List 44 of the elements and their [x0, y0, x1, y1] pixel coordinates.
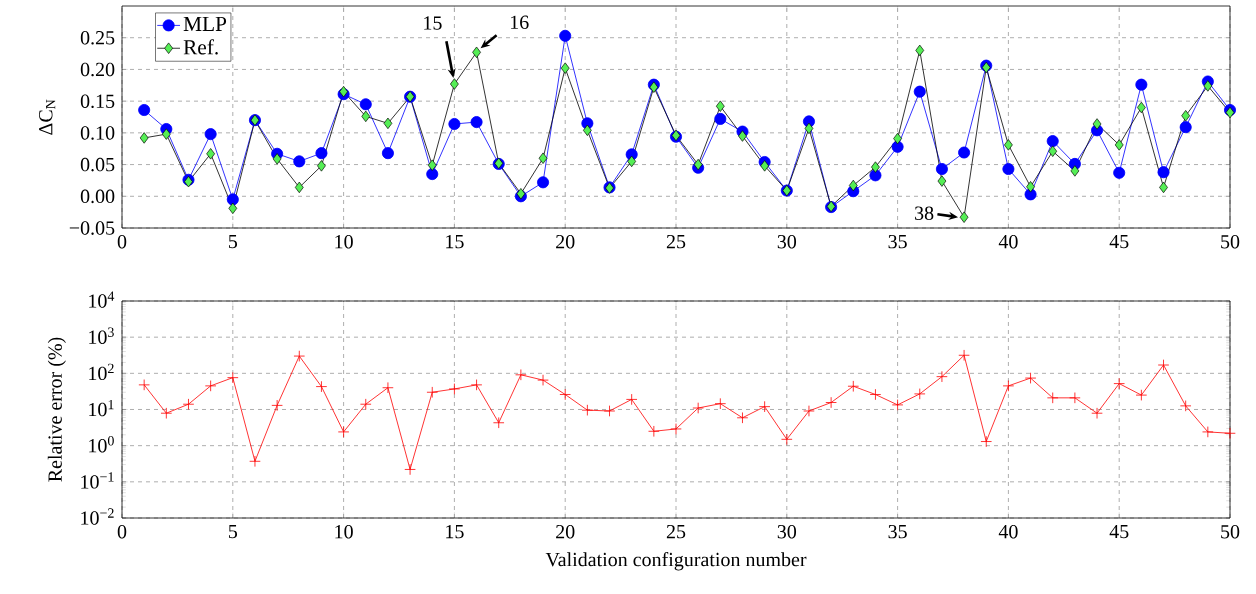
y-axis-title: ΔC$_{N}$	[39, 99, 56, 135]
y-tick-label: 0.05	[80, 157, 115, 172]
x-tick-label: 5	[228, 524, 238, 539]
y-tick-label: 10$^{2}$	[89, 363, 114, 381]
x-tick-label: 0	[117, 524, 127, 539]
legend-label: MLP	[183, 16, 227, 31]
y-tick-label: 0.15	[80, 94, 115, 109]
x-tick-label: 15	[446, 524, 464, 539]
y-tick-label: 0.25	[80, 31, 115, 45]
x-tick-label: 35	[888, 524, 907, 539]
annotation: 15	[424, 16, 442, 30]
x-tick-label: 5	[228, 234, 238, 249]
x-tick-label: 20	[556, 524, 575, 539]
y-tick-label: 10$^{4}$	[89, 291, 115, 308]
x-axis-title: Validation configuration number	[545, 552, 807, 571]
annotation: 16	[510, 15, 529, 30]
y-tick-label: 0.20	[80, 62, 115, 77]
y-tick-label: 10$^{−2}$	[81, 508, 114, 525]
y-tick-label: 0.00	[80, 189, 115, 204]
y-tick-label: 10$^{0}$	[89, 436, 114, 453]
x-tick-label: 30	[777, 524, 797, 539]
y-tick-label: −0.05	[69, 221, 115, 235]
x-tick-label: 25	[666, 234, 686, 249]
x-tick-label: 10	[335, 524, 353, 539]
x-tick-label: 10	[335, 234, 353, 249]
x-tick-label: 35	[888, 234, 907, 249]
x-tick-label: 50	[1221, 234, 1240, 249]
y-axis-title: Relative error (%)	[47, 337, 66, 482]
x-tick-label: 0	[117, 234, 127, 249]
legend-label: Ref.	[183, 39, 218, 55]
x-tick-label: 20	[556, 234, 575, 249]
x-tick-label: 45	[1109, 524, 1129, 539]
y-tick-label: 10$^{3}$	[89, 327, 114, 344]
x-tick-label: 25	[666, 524, 686, 539]
y-tick-label: 0.10	[80, 126, 115, 140]
annotation: 38	[915, 206, 934, 220]
x-tick-label: 40	[998, 524, 1018, 539]
x-tick-label: 40	[998, 234, 1018, 249]
x-tick-label: 15	[446, 234, 464, 249]
y-tick-label: 10$^{1}$	[89, 399, 114, 417]
y-tick-label: 10$^{−1}$	[81, 472, 114, 489]
x-tick-label: 30	[777, 234, 797, 249]
x-tick-label: 45	[1109, 234, 1129, 249]
x-tick-label: 50	[1221, 524, 1240, 539]
